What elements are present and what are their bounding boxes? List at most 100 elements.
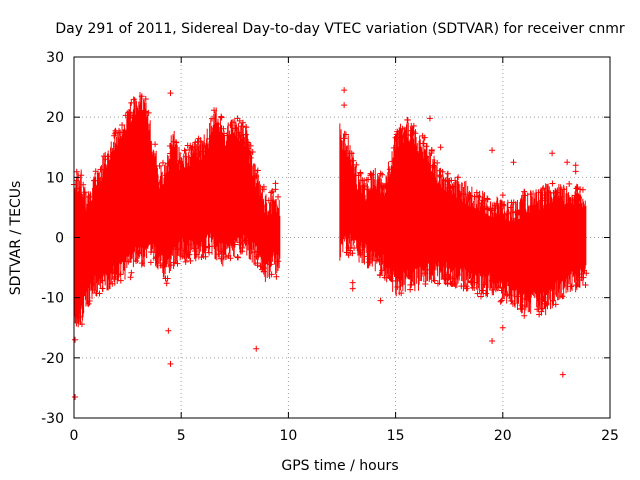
data-point [386,166,393,173]
data-point [404,116,411,123]
data-point [362,183,369,190]
data-point [484,206,491,213]
data-point [254,260,261,267]
data-point [235,129,242,136]
y-tick-label: -10 [41,291,64,307]
data-point [540,295,547,302]
data-point [231,241,238,248]
data-point [341,87,348,94]
data-point [174,246,181,253]
data-point [135,250,142,257]
data-point [506,292,513,299]
data-point [566,180,573,187]
data-point [341,135,348,142]
data-point [520,197,527,204]
data-point [373,257,380,264]
data-point [484,196,491,203]
data-point [142,96,149,103]
data-point [99,277,106,284]
data-point [445,178,452,185]
data-point [407,286,414,293]
data-point [227,122,234,129]
data-point [368,171,375,178]
data-point [342,131,349,138]
data-point [468,277,475,284]
data-point [471,279,478,286]
data-point [133,257,140,264]
data-point [72,336,79,343]
data-point [125,258,132,265]
data-point [220,125,227,132]
data-band-afternoon [339,116,590,318]
data-point [227,255,234,262]
data-point [498,297,505,304]
data-point [400,132,407,139]
data-point [534,306,541,313]
data-point [423,143,430,150]
data-point [234,254,241,261]
data-point [477,293,484,300]
data-band-morning [71,91,282,331]
data-point [463,283,470,290]
data-point [361,177,368,184]
data-point [349,279,356,286]
data-point [557,193,564,200]
data-point [579,186,586,193]
data-point [471,193,478,200]
data-point [127,114,134,121]
data-point [218,113,225,120]
data-point [76,313,83,320]
data-point [117,277,124,284]
data-point [536,311,543,318]
x-axis-label: GPS time / hours [281,458,398,474]
data-point [218,255,225,262]
x-tick-label: 25 [601,428,619,444]
data-point [127,274,134,281]
data-point [480,197,487,204]
data-point [537,189,544,196]
data-point [253,173,260,180]
data-point [192,139,199,146]
data-point [367,170,374,177]
data-point [507,204,514,211]
data-point [431,277,438,284]
data-point [349,285,356,292]
data-point [379,258,386,265]
data-point [509,209,516,216]
data-point [275,258,282,265]
data-point [147,249,154,256]
data-point [187,257,194,264]
data-point [466,192,473,199]
data-point [173,139,180,146]
data-point [568,283,575,290]
data-point [73,177,80,184]
data-point [392,277,399,284]
axes-layer: 0 5 10 15 20 25 -30 -20 -10 0 10 20 30 [41,50,619,444]
data-point [163,172,170,179]
data-point [419,140,426,147]
data-point [182,153,189,160]
data-point [445,275,452,282]
data-point [167,90,174,97]
data-point [487,205,494,212]
data-point [559,293,566,300]
data-point [479,287,486,294]
data-point [398,290,405,297]
data-layer [71,87,590,400]
data-point [215,251,222,258]
data-point [508,297,515,304]
data-point [351,244,358,251]
data-point [73,185,80,192]
data-point [202,253,209,260]
data-point [167,360,174,367]
data-point [138,260,145,267]
data-point [163,280,170,287]
data-point [214,120,221,127]
data-point [211,107,218,114]
data-point [353,161,360,168]
data-point [206,243,213,250]
data-point [572,196,579,203]
data-point [474,290,481,297]
data-point [365,176,372,183]
